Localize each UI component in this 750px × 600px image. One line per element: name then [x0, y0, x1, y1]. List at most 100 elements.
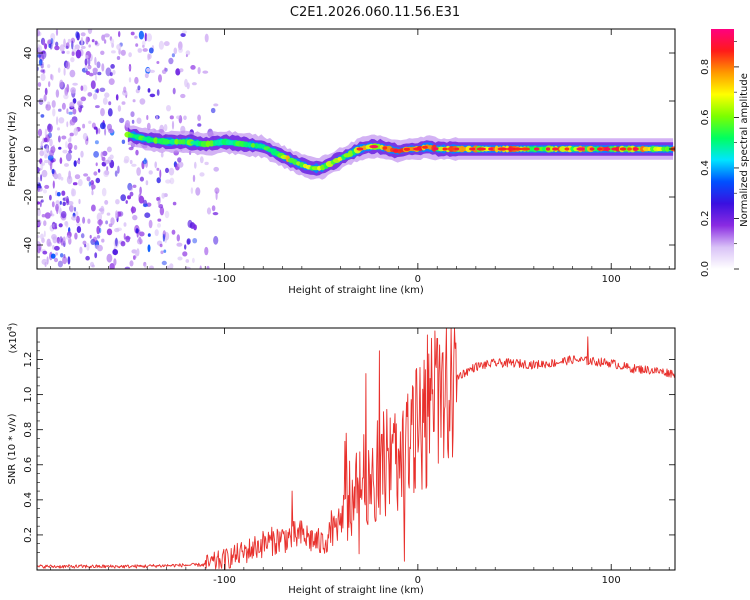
spectrogram-speckle	[197, 114, 202, 122]
colorbar-tick-label: 0.4	[700, 160, 711, 176]
spectrogram-speckle	[101, 187, 107, 197]
spectrogram-speckle	[72, 98, 77, 104]
spectrogram-speckle	[131, 163, 137, 167]
spectrogram-speckle	[75, 211, 79, 217]
spectrogram-speckle	[176, 242, 183, 247]
spectrogram-speckle	[73, 160, 77, 167]
spectrogram-speckle	[164, 236, 167, 244]
spectrogram-speckle	[190, 187, 194, 195]
spectrogram-peak	[454, 147, 460, 151]
spectrogram-speckle	[37, 187, 43, 192]
spectrogram-ridge-core	[145, 136, 152, 144]
spectrogram-speckle	[155, 115, 159, 120]
spectrogram-speckle	[72, 82, 78, 86]
spectrogram-peak	[469, 147, 476, 151]
spectrogram-speckle	[82, 132, 88, 141]
spectrogram-speckle	[123, 222, 127, 227]
spectrogram-speckle	[67, 38, 71, 44]
spectrogram-speckle	[147, 53, 151, 61]
spectrogram-speckle	[94, 40, 98, 45]
spectrogram-speckle	[46, 238, 51, 247]
spectrogram-speckle	[123, 159, 129, 164]
spectrogram-speckle	[83, 173, 89, 177]
spectrogram-speckle	[66, 231, 72, 239]
spectrogram-speckle	[61, 102, 66, 110]
spectrogram-speckle	[144, 72, 149, 79]
spectrogram-speckle	[107, 108, 113, 117]
spectrogram-speckle	[44, 43, 48, 50]
spectrogram-speckle	[69, 118, 76, 126]
spectrogram-speckle	[47, 101, 51, 105]
spectrogram-speckle	[113, 258, 117, 266]
spectrogram-speckle	[148, 47, 154, 54]
spectrogram-speckle	[108, 101, 112, 106]
spectrogram-speckle	[92, 236, 98, 243]
spectrogram-speckle	[154, 229, 159, 237]
spectrogram-speckle	[101, 63, 105, 72]
snr-y-tick-label: 1.2	[23, 352, 34, 368]
spectrogram-speckle	[197, 67, 201, 75]
spectrogram-speckle	[204, 161, 209, 166]
spectrogram-y-tick-label: 0	[23, 146, 34, 152]
spectrogram-speckle	[93, 171, 98, 176]
spectrogram-speckle	[40, 63, 44, 69]
spectrogram-speckle	[156, 167, 160, 171]
spectrogram-speckle	[84, 244, 87, 248]
spectrogram-speckle	[56, 192, 61, 197]
spectrogram-speckle	[68, 170, 71, 180]
spectrogram-speckle	[178, 47, 183, 53]
spectrogram-speckle	[37, 201, 41, 205]
spectrogram-speckle	[114, 228, 120, 233]
spectrogram-speckle	[102, 97, 108, 105]
spectrogram-speckle	[87, 29, 93, 35]
spectrogram-speckle	[169, 263, 174, 269]
spectrogram-speckle	[43, 148, 50, 157]
spectrogram-speckle	[58, 108, 62, 112]
spectrogram-speckle	[69, 101, 75, 108]
spectrogram-speckle	[73, 127, 79, 136]
spectrogram-speckle	[40, 141, 43, 148]
spectrogram-speckle	[44, 262, 47, 267]
spectrogram-speckle	[84, 58, 88, 66]
spectrogram-speckle	[139, 176, 144, 182]
spectrogram-speckle	[211, 205, 216, 212]
spectrogram-speckle	[172, 87, 176, 95]
snr-y-tick-label: 0.8	[23, 422, 34, 438]
colorbar-tick-label: 0.0	[700, 261, 711, 277]
spectrogram-speckle	[37, 167, 42, 172]
spectrogram-y-tick-label: -40	[23, 237, 34, 253]
spectrogram-speckle	[87, 218, 91, 224]
spectrogram-speckle	[80, 150, 84, 158]
spectrogram-speckle	[74, 44, 80, 50]
spectrogram-speckle	[37, 29, 41, 37]
spectrogram-speckle	[115, 199, 120, 205]
spectrogram-speckle	[181, 30, 188, 34]
spectrogram-peak	[433, 147, 439, 151]
spectrogram-speckle	[51, 201, 55, 208]
spectrogram-speckle	[71, 188, 77, 197]
spectrogram-speckle	[187, 219, 193, 228]
spectrogram-speckle	[147, 88, 151, 93]
spectrogram-speckle	[57, 260, 64, 268]
spectrogram-speckle	[164, 210, 170, 219]
spectrogram-speckle	[100, 50, 105, 55]
spectrogram-speckle	[40, 174, 43, 182]
spectrogram-speckle	[70, 87, 76, 94]
spectrogram-speckle	[213, 166, 219, 172]
spectrogram-speckle	[65, 61, 71, 70]
spectrogram-speckle	[80, 45, 86, 50]
spectrogram-x-label: Height of straight line (km)	[288, 285, 424, 296]
spectrogram-speckle	[104, 170, 110, 176]
spectrogram-speckle	[49, 194, 52, 201]
snr-y-label: SNR (10 * v/v)	[7, 413, 18, 484]
spectrogram-speckle	[50, 253, 56, 259]
spectrogram-speckle	[132, 214, 138, 221]
spectrogram-speckle	[163, 41, 170, 47]
spectrogram-speckle	[142, 159, 148, 165]
spectrogram-speckle	[95, 105, 100, 109]
spectrogram-peak	[589, 147, 595, 151]
spectrogram-speckle	[111, 50, 116, 54]
spectrogram-speckle	[210, 107, 216, 114]
spectrogram-speckle	[101, 238, 105, 243]
spectrogram-speckle	[186, 238, 191, 245]
